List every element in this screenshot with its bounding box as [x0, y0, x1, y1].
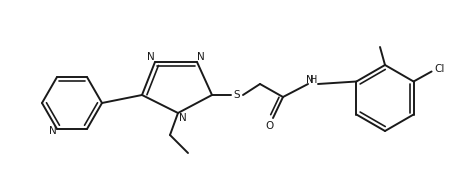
Text: H: H	[310, 75, 318, 85]
Text: N: N	[179, 113, 187, 123]
Text: N: N	[147, 52, 155, 62]
Text: S: S	[234, 90, 240, 100]
Text: O: O	[266, 121, 274, 131]
Text: Cl: Cl	[434, 64, 445, 74]
Text: N: N	[197, 52, 205, 62]
Text: N: N	[49, 126, 57, 136]
Text: N: N	[306, 75, 314, 85]
